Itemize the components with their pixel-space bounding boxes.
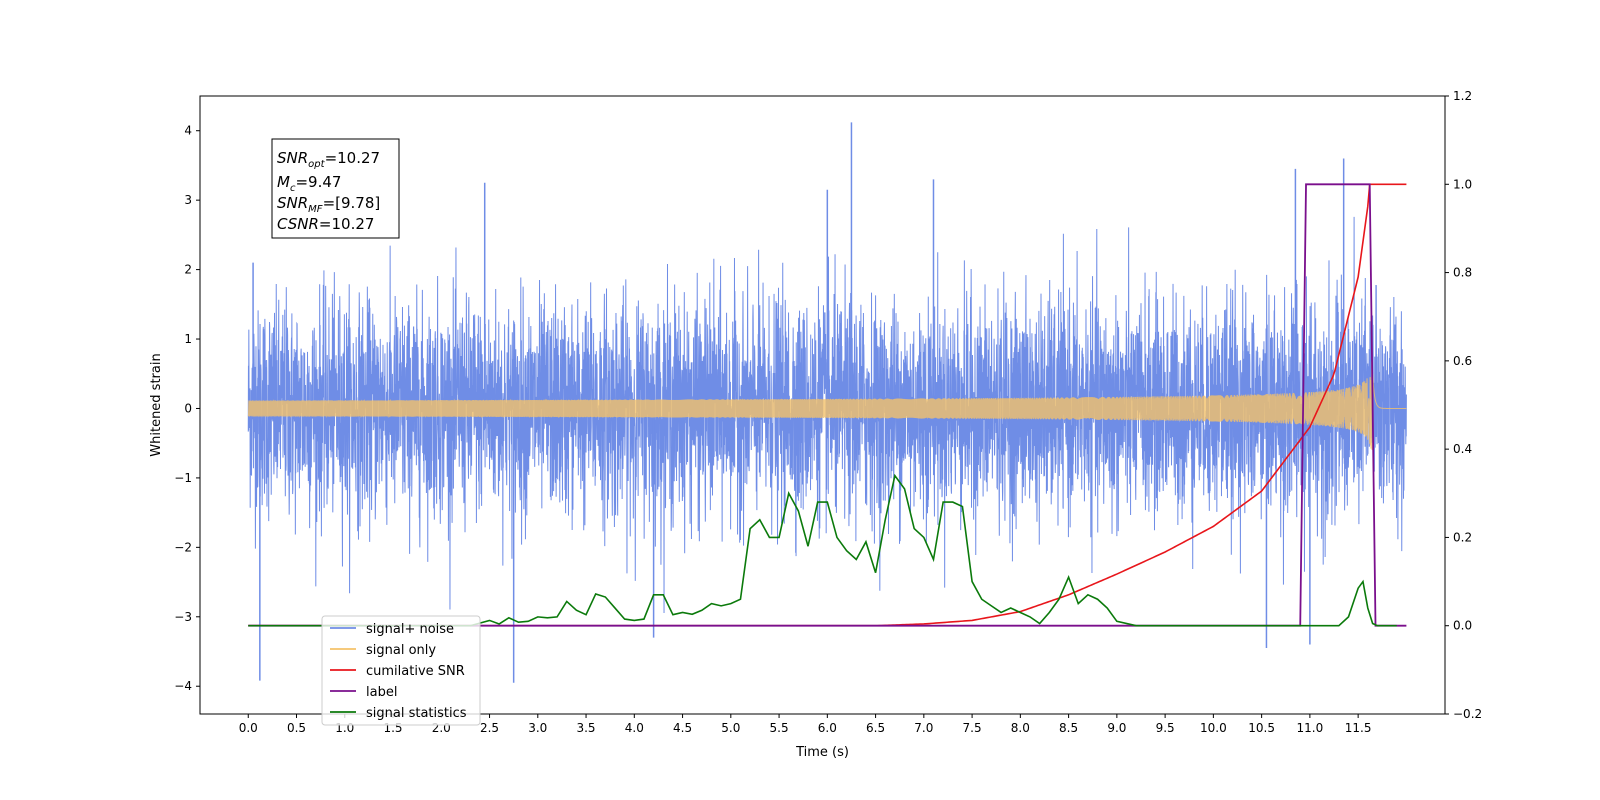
stat-mc-value: =9.47	[295, 173, 341, 191]
legend-frame	[321, 615, 481, 726]
legend-label: label	[366, 685, 397, 700]
stat-snr-mf: SNRMF=[9.78]	[277, 194, 380, 215]
y-tick-label: −1	[174, 471, 192, 485]
y-tick-label: 0	[184, 401, 192, 415]
y-tick-label: −3	[174, 610, 192, 624]
x-tick-label: 0.0	[239, 721, 258, 735]
stat-chirp-mass: Mc=9.47	[277, 173, 341, 194]
x-tick-label: 10.0	[1200, 721, 1227, 735]
x-tick-label: 6.5	[866, 721, 885, 735]
stat-snr-mf-value: =[9.78]	[323, 194, 381, 212]
stat-snr-opt-symbol: SNR	[277, 149, 308, 167]
x-tick-label: 3.5	[576, 721, 595, 735]
y-tick-label: −4	[174, 679, 192, 693]
stat-mc-symbol: M	[277, 173, 290, 191]
x-tick-label: 8.5	[1059, 721, 1078, 735]
y2-tick-label: 0.4	[1453, 442, 1472, 456]
y2-tick-label: 0.6	[1453, 354, 1472, 368]
legend-label: signal+ noise	[366, 622, 454, 637]
legend: signal+ noise signal only cumilative SNR la…	[321, 615, 481, 726]
x-tick-label: 6.0	[818, 721, 837, 735]
stat-csnr: CSNR=10.27	[277, 215, 374, 233]
y2-tick-label: 0.8	[1453, 266, 1472, 280]
stat-snr-opt: SNRopt=10.27	[277, 149, 380, 170]
x-tick-label: 7.0	[914, 721, 933, 735]
y-tick-label: 3	[184, 193, 192, 207]
x-tick-label: 2.5	[480, 721, 499, 735]
x-tick-label: 9.0	[1107, 721, 1126, 735]
y-tick-label: 4	[184, 124, 192, 138]
y2-tick-label: 1.2	[1453, 89, 1472, 103]
x-tick-label: 5.5	[770, 721, 789, 735]
y-tick-label: 2	[184, 263, 192, 277]
x-tick-label: 11.0	[1297, 721, 1324, 735]
x-axis-label: Time (s)	[795, 745, 849, 760]
stats-box-border	[271, 138, 400, 239]
legend-label: signal statistics	[366, 706, 467, 721]
y-tick-label: −2	[174, 540, 192, 554]
x-tick-label: 10.5	[1248, 721, 1275, 735]
x-tick-label: 8.0	[1011, 721, 1030, 735]
stat-csnr-symbol: CSNR	[277, 215, 319, 233]
x-tick-label: 7.5	[963, 721, 982, 735]
stat-snr-mf-subscript: MF	[308, 204, 323, 215]
series-signal-statistics-line	[248, 473, 1397, 627]
x-tick-label: 11.5	[1345, 721, 1372, 735]
y-tick-label: 1	[184, 332, 192, 346]
x-tick-label: 4.0	[625, 721, 644, 735]
x-tick-label: 4.5	[673, 721, 692, 735]
legend-label: cumilative SNR	[366, 664, 465, 679]
x-tick-label: 3.0	[528, 721, 547, 735]
x-tick-label: 5.0	[721, 721, 740, 735]
y-axis-right-ticks: −0.2 0.0 0.2 0.4 0.6 0.8 1.0 1.2	[1445, 89, 1482, 721]
legend-label: signal only	[366, 643, 436, 658]
stat-mc-subscript: c	[290, 183, 296, 194]
x-tick-label: 0.5	[287, 721, 306, 735]
y2-tick-label: 0.2	[1453, 530, 1472, 544]
stat-snr-opt-value: =10.27	[325, 149, 381, 167]
plot-area	[247, 122, 1407, 683]
stat-csnr-value: =10.27	[319, 215, 375, 233]
y-axis-left-ticks: −4 −3 −2 −1 0 1 2 3 4	[174, 124, 200, 693]
stats-annotation-box: SNRopt=10.27 Mc=9.47 SNRMF=[9.78] CSNR=1…	[271, 138, 400, 239]
y2-tick-label: 0.0	[1453, 619, 1472, 633]
axes-frame	[199, 95, 1446, 715]
stat-snr-opt-subscript: opt	[308, 159, 325, 170]
y2-tick-label: 1.0	[1453, 177, 1472, 191]
x-tick-label: 9.5	[1156, 721, 1175, 735]
stat-snr-mf-symbol: SNR	[277, 194, 308, 212]
y2-tick-label: −0.2	[1453, 707, 1482, 721]
series-signal-only-line	[247, 361, 1407, 450]
y-axis-label: Whitened strain	[149, 353, 164, 456]
